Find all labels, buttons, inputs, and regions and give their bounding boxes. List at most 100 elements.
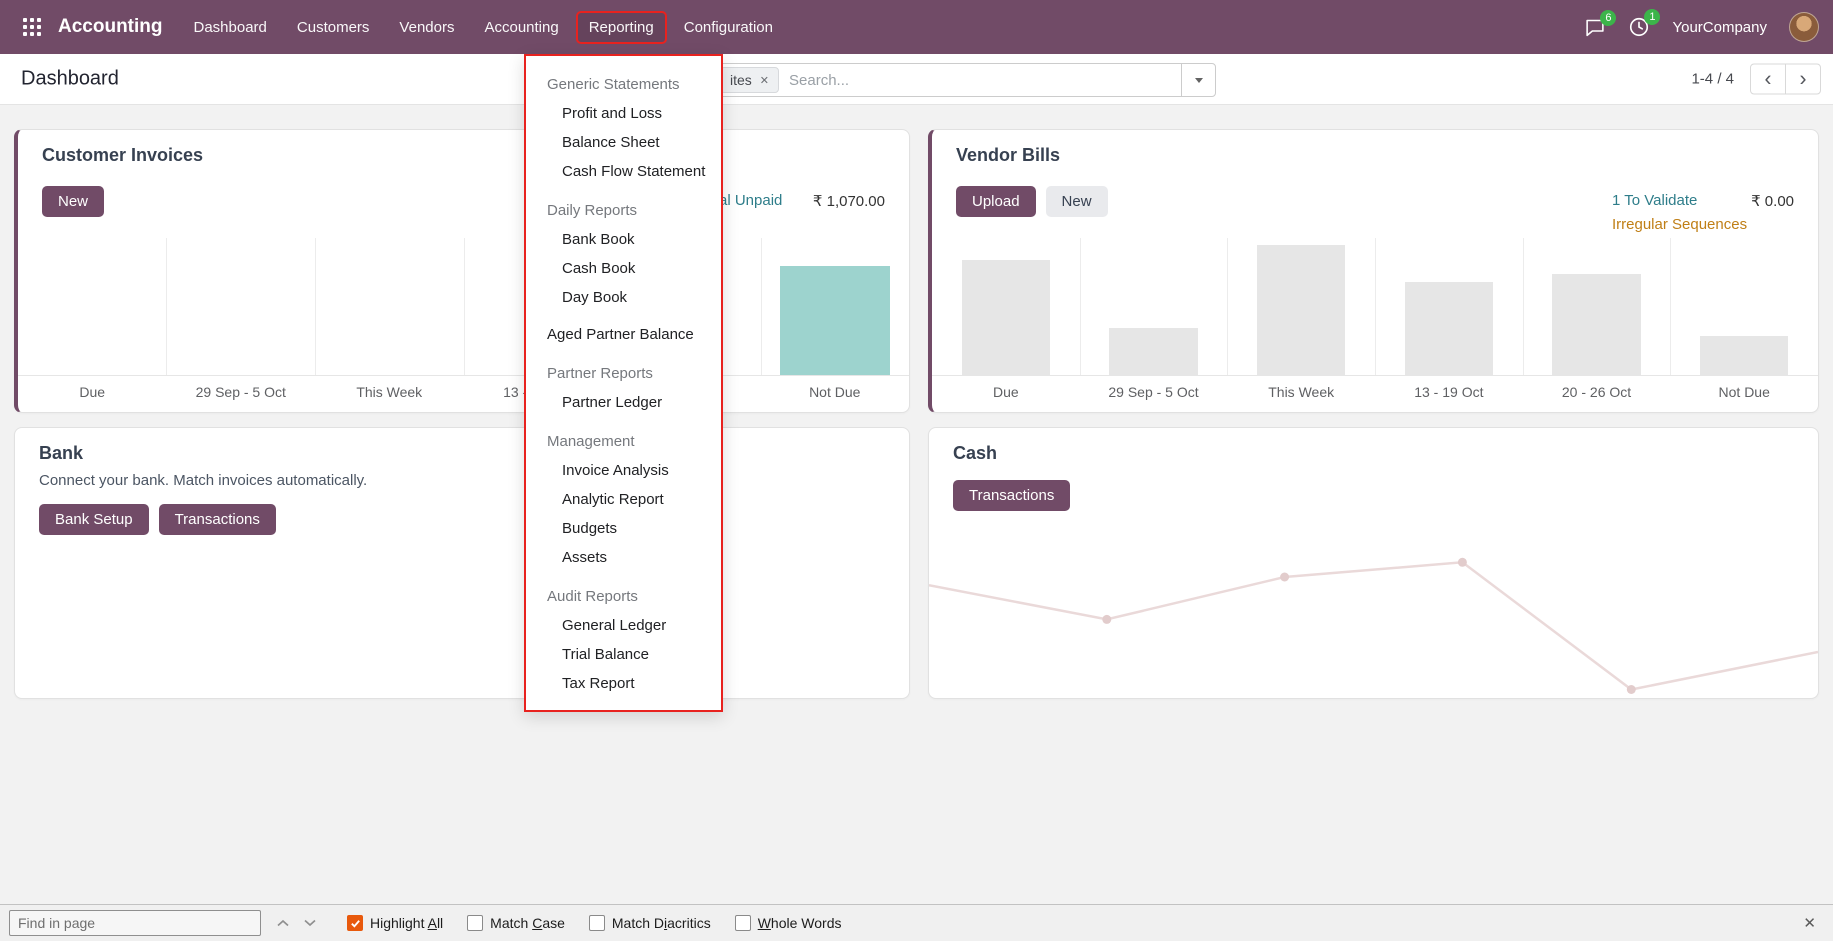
irregular-sequences-link[interactable]: Irregular Sequences	[1612, 216, 1748, 233]
clock-icon	[1630, 17, 1649, 37]
bar[interactable]	[1404, 282, 1494, 375]
navbar-systray: 6 1 YourCompany	[1584, 9, 1819, 42]
vendor-bills-summary: 1 To Validate ₹ 0.00 Irregular Sequences	[1612, 192, 1794, 233]
activities-button[interactable]: 1	[1628, 9, 1661, 38]
bar[interactable]	[1699, 335, 1789, 375]
chevron-down-icon	[303, 919, 316, 927]
nav-item-configuration[interactable]: Configuration	[683, 18, 773, 36]
facet-remove-icon[interactable]: ✕	[759, 74, 770, 87]
find-nav-buttons	[269, 910, 323, 937]
data-point	[1626, 685, 1636, 694]
match-diacritics-checkbox[interactable]: Match Diacritics	[588, 915, 711, 931]
pager-previous-button[interactable]: ‹	[1750, 63, 1786, 95]
customer-invoices-actions: New	[42, 186, 105, 217]
checkbox-unchecked-icon[interactable]	[734, 915, 751, 931]
pager: 1-4 / 4 ‹ ›	[1691, 63, 1821, 95]
search-facet[interactable]: ites ✕	[720, 67, 780, 93]
menu-item-balance-sheet[interactable]: Balance Sheet	[562, 134, 660, 151]
bar[interactable]	[1109, 328, 1198, 375]
checkbox-unchecked-icon[interactable]	[467, 915, 484, 931]
checkbox-unchecked-icon[interactable]	[588, 915, 605, 931]
cash-title[interactable]: Cash	[953, 443, 998, 463]
menu-section-audit-reports: Audit Reports General Ledger Trial Balan…	[526, 580, 721, 698]
axis-label: Not Due	[1718, 384, 1770, 400]
menu-item-cash-flow-statement[interactable]: Cash Flow Statement	[562, 163, 706, 180]
pager-counter[interactable]: 1-4 / 4	[1691, 71, 1734, 88]
bar[interactable]	[1552, 273, 1641, 375]
bar[interactable]	[961, 260, 1051, 375]
menu-item-trial-balance[interactable]: Trial Balance	[562, 646, 649, 663]
search-facet-label: ites	[730, 72, 752, 88]
menu-item-assets[interactable]: Assets	[562, 549, 608, 566]
cash-transactions-button[interactable]: Transactions	[953, 480, 1071, 511]
menu-item-day-book[interactable]: Day Book	[562, 289, 628, 306]
bank-setup-button[interactable]: Bank Setup	[39, 504, 149, 535]
vendor-bills-title[interactable]: Vendor Bills	[956, 145, 1061, 165]
search-input[interactable]	[779, 71, 1181, 89]
bank-title[interactable]: Bank	[39, 443, 84, 463]
company-name[interactable]: YourCompany	[1672, 18, 1767, 36]
highlight-all-label: Highlight All	[370, 915, 444, 931]
menu-item-budgets[interactable]: Budgets	[562, 520, 618, 537]
search-dropdown-toggle[interactable]	[1181, 64, 1215, 96]
cash-line-chart	[928, 533, 1819, 696]
bar[interactable]	[1256, 244, 1346, 375]
new-bill-button[interactable]: New	[1045, 186, 1108, 217]
bar[interactable]	[779, 266, 890, 375]
highlight-all-checkbox[interactable]: Highlight All	[347, 915, 443, 931]
customer-invoices-summary: Total Unpaid ₹ 1,070.00	[699, 192, 885, 210]
apps-menu-button[interactable]	[14, 9, 50, 45]
nav-item-reporting[interactable]: Reporting	[575, 10, 667, 44]
match-case-checkbox[interactable]: Match Case	[467, 915, 565, 931]
pager-separator: /	[1717, 70, 1722, 88]
upload-bill-button[interactable]: Upload	[956, 186, 1036, 217]
menu-item-analytic-report[interactable]: Analytic Report	[562, 491, 664, 508]
data-point	[1280, 572, 1290, 582]
find-bar-close-icon[interactable]: ✕	[1803, 915, 1816, 932]
menu-item-partner-ledger[interactable]: Partner Ledger	[562, 394, 663, 411]
nav-item-customers[interactable]: Customers	[296, 18, 370, 36]
menu-item-bank-book[interactable]: Bank Book	[562, 231, 635, 248]
messages-badge: 6	[1600, 9, 1617, 26]
nav-item-vendors[interactable]: Vendors	[399, 18, 455, 36]
whole-words-checkbox[interactable]: Whole Words	[734, 915, 841, 931]
pager-next-button[interactable]: ›	[1785, 63, 1821, 95]
menu-item-cash-book[interactable]: Cash Book	[562, 260, 636, 277]
top-navbar: Accounting Dashboard Customers Vendors A…	[0, 0, 1833, 54]
pager-buttons: ‹ ›	[1750, 63, 1821, 95]
bar-chart-plot	[932, 238, 1818, 376]
find-next-button[interactable]	[296, 910, 323, 937]
nav-item-dashboard[interactable]: Dashboard	[193, 18, 267, 36]
menu-item-tax-report[interactable]: Tax Report	[562, 675, 635, 692]
to-validate-amount[interactable]: ₹ 0.00	[1751, 193, 1794, 210]
app-title[interactable]: Accounting	[58, 16, 163, 37]
user-avatar[interactable]	[1789, 12, 1819, 42]
nav-item-accounting[interactable]: Accounting	[484, 18, 559, 36]
customer-invoices-title[interactable]: Customer Invoices	[42, 145, 204, 165]
data-point	[1457, 557, 1467, 567]
menu-item-general-ledger[interactable]: General Ledger	[562, 617, 667, 634]
gridline	[1375, 238, 1376, 375]
chevron-down-icon	[1194, 77, 1203, 83]
find-previous-button[interactable]	[269, 910, 296, 937]
bank-transactions-button[interactable]: Transactions	[158, 504, 276, 535]
gridline	[1522, 238, 1524, 375]
checkbox-checked-icon[interactable]	[347, 915, 363, 931]
messages-button[interactable]: 6	[1584, 9, 1617, 38]
menu-header-audit-reports: Audit Reports	[547, 588, 638, 605]
axis-label: 29 Sep - 5 Oct	[195, 384, 286, 400]
menu-section-partner-reports: Partner Reports Partner Ledger	[526, 357, 721, 417]
find-in-page-input[interactable]	[9, 910, 261, 936]
total-unpaid-amount[interactable]: ₹ 1,070.00	[812, 193, 885, 210]
new-invoice-button[interactable]: New	[42, 186, 105, 217]
axis-label: This Week	[1268, 384, 1335, 400]
gridline	[166, 238, 168, 375]
to-validate-link[interactable]: 1 To Validate	[1612, 192, 1698, 209]
menu-item-invoice-analysis[interactable]: Invoice Analysis	[562, 462, 669, 479]
menu-item-profit-and-loss[interactable]: Profit and Loss	[562, 105, 663, 122]
menu-item-aged-partner-balance[interactable]: Aged Partner Balance	[547, 326, 694, 343]
menu-section-management: Management Invoice Analysis Analytic Rep…	[526, 425, 721, 572]
search-bar[interactable]: ites ✕	[655, 63, 1216, 97]
